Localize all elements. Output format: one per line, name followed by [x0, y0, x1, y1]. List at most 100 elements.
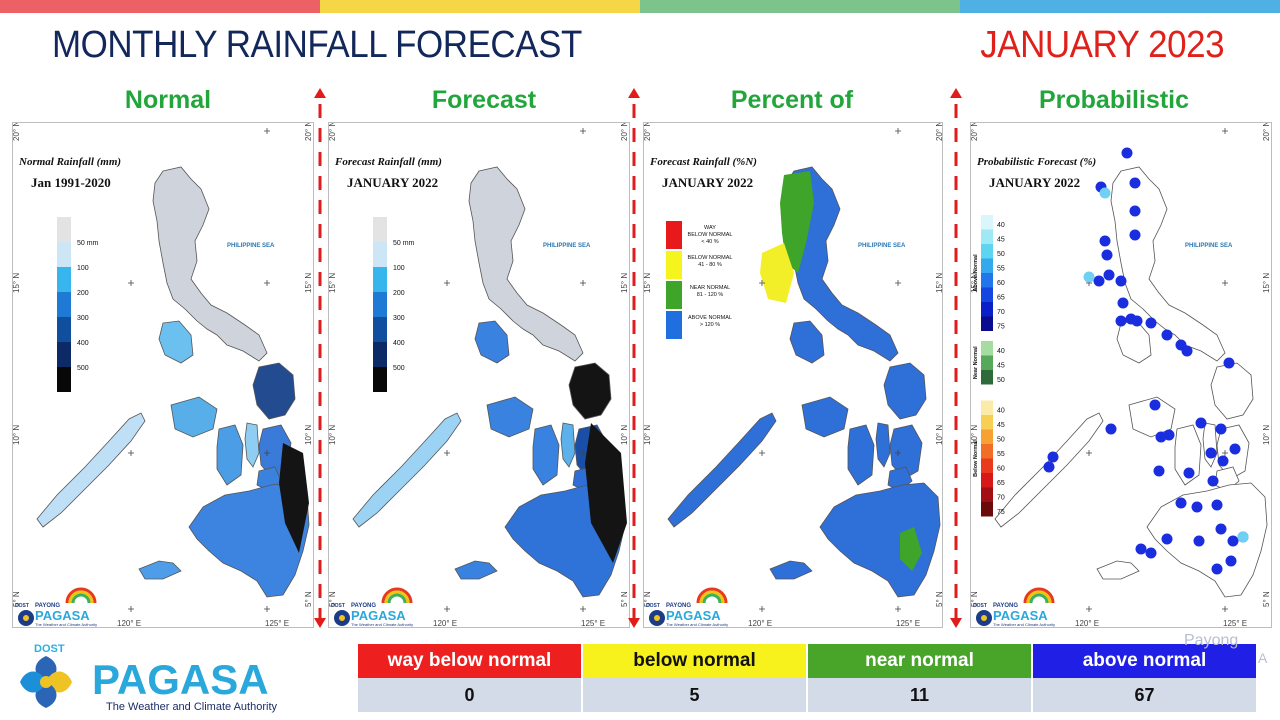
forecast-month: JANUARY 2023 [980, 24, 1224, 66]
island-mindoro [1116, 320, 1152, 364]
station-dot [1099, 235, 1111, 247]
island-mindoro [474, 320, 510, 364]
station-dot [1193, 535, 1205, 547]
legend-swatch [373, 217, 387, 242]
small-logo-brand: PAGASA [993, 608, 1048, 623]
legend-swatch [981, 400, 993, 415]
legend-label: 50 [997, 251, 1005, 258]
island-negros [847, 424, 875, 486]
map-canvas: Normal Rainfall (mm) Jan 1991-2020 PHILIPP… [13, 123, 313, 627]
lat-label-left: 10° N [13, 425, 21, 445]
grid-mark [264, 128, 270, 134]
legend-label: 40 [997, 348, 1005, 355]
legend-title: ABOVE NORMAL [688, 315, 732, 321]
lon-label: 120° E [748, 619, 772, 628]
small-logo-dost: DOST [331, 603, 345, 609]
grid-mark [264, 450, 270, 456]
legend-label: 100 [77, 265, 89, 272]
high-rainfall-zone [279, 443, 309, 553]
lat-label-right: 5° N [1262, 591, 1271, 607]
legend-label: 300 [393, 315, 405, 322]
lat-label-left: 20° N [13, 123, 21, 141]
small-logo-top: PAYONG [993, 603, 1018, 609]
small-logo-tagline: The Weather and Climate Authority [993, 622, 1055, 627]
island-samar [1210, 362, 1254, 420]
high-rainfall-zone [585, 423, 627, 563]
probabilistic-map: Probabilistic Forecast (%) JANUARY 2022 PH… [970, 122, 1272, 628]
station-dot [1207, 475, 1219, 487]
small-logo-top: PAYONG [351, 603, 376, 609]
legend-group-name: Above Normal [973, 254, 979, 292]
small-logo-dost: DOST [646, 603, 660, 609]
lon-label: 125° E [896, 619, 920, 628]
station-dot [1105, 423, 1117, 435]
legend-label: 60 [997, 280, 1005, 287]
legend-label: 40 [997, 222, 1005, 229]
island-luzon [152, 166, 268, 362]
station-dot [1211, 563, 1223, 575]
station-dot [1115, 315, 1127, 327]
station-dot [1115, 275, 1127, 287]
lat-label-right: 10° N [935, 425, 943, 445]
grid-mark [264, 606, 270, 612]
legend-swatch [981, 229, 993, 244]
island-mindoro [158, 320, 194, 364]
separator-3 [950, 88, 962, 628]
station-dot [1223, 357, 1235, 369]
lat-label-right: 15° N [935, 273, 943, 293]
small-logo-tagline: The Weather and Climate Authority [351, 622, 413, 627]
lat-label-right: 5° N [935, 591, 943, 607]
legend-group-name: Below Normal [973, 440, 979, 477]
island-luzon [1110, 166, 1226, 362]
legend-swatch [666, 251, 682, 279]
legend-label: 50 [997, 377, 1005, 384]
island-mindanao [1146, 482, 1268, 598]
island-cebu [560, 422, 576, 468]
arrow-down-icon [314, 618, 326, 628]
map-title: Probabilistic Forecast (%) [977, 156, 1096, 168]
lat-label-right: 10° N [1262, 425, 1271, 445]
station-dot [1083, 271, 1095, 283]
legend-label: 70 [997, 309, 1005, 316]
small-logo-brand: PAGASA [35, 608, 90, 623]
legend-swatch [373, 292, 387, 317]
grid-mark [895, 450, 901, 456]
legend-swatch [981, 258, 993, 273]
legend-swatch [981, 444, 993, 459]
header-way-below-normal: way below normal [358, 644, 581, 678]
grid-mark [444, 450, 450, 456]
station-dot [1121, 147, 1133, 159]
sea-label: PHILIPPINE SEA [227, 243, 275, 249]
lat-label-left: 20° N [329, 123, 337, 141]
arrow-down-icon [950, 618, 962, 628]
grid-mark [580, 128, 586, 134]
island-panay [1128, 396, 1176, 438]
grid-mark [759, 280, 765, 286]
legend-swatch [57, 342, 71, 367]
station-dot [1153, 465, 1165, 477]
small-logo-brand: PAGASA [666, 608, 721, 623]
station-dot [1131, 315, 1143, 327]
station-dot [1163, 429, 1175, 441]
grid-mark [1086, 606, 1092, 612]
legend-swatch [373, 342, 387, 367]
logo-tagline: The Weather and Climate Authority [106, 701, 277, 713]
lat-label-right: 15° N [1262, 273, 1271, 293]
grid-mark [128, 606, 134, 612]
legend-label: 45 [997, 237, 1005, 244]
arrow-up-icon [628, 88, 640, 98]
faint-watermark-text: Payong [1184, 632, 1239, 649]
legend-title: NEAR NORMAL [690, 285, 730, 291]
legend-label: 400 [77, 340, 89, 347]
near-normal-zone [900, 527, 922, 571]
grid-mark [1222, 450, 1228, 456]
grid-mark [1222, 606, 1228, 612]
normal-rainfall-map: Normal Rainfall (mm) Jan 1991-2020 PHILIPP… [12, 122, 314, 628]
legend-swatch [373, 367, 387, 392]
legend-label: 200 [77, 290, 89, 297]
legend-swatch [666, 221, 682, 249]
legend-swatch [373, 267, 387, 292]
map-canvas: Forecast Rainfall (mm) JANUARY 2022 PHILIP… [329, 123, 629, 627]
island-sulu [1096, 560, 1140, 580]
